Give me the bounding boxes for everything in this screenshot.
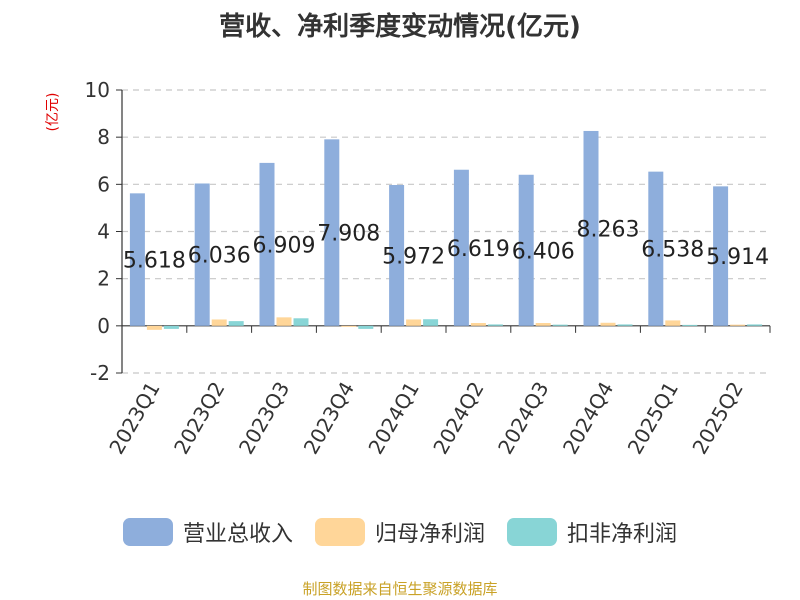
x-tick-label: 2025Q1: [623, 378, 683, 459]
y-tick-label: 10: [85, 78, 110, 102]
bar-0-2023q4: [324, 139, 340, 326]
legend-swatch: [122, 518, 173, 546]
bar-0-2023q2: [194, 183, 210, 326]
data-label: 5.914: [706, 245, 769, 270]
y-tick-label: 0: [97, 314, 110, 338]
bar-2-2023q3: [293, 318, 309, 326]
y-tick-label: 8: [97, 125, 110, 149]
x-tick-label: 2024Q3: [493, 378, 553, 459]
bar-1-2024q1: [406, 319, 422, 326]
bar-1-2024q4: [600, 322, 616, 326]
legend-item[interactable]: 营业总收入: [122, 516, 293, 548]
bar-0-2024q4: [583, 130, 599, 326]
chart-title: 营收、净利季度变动情况(亿元): [219, 12, 581, 42]
x-tick-label: 2023Q3: [234, 378, 294, 459]
bar-2-2023q1: [163, 325, 179, 329]
x-tick-label: 2024Q2: [428, 378, 488, 459]
bar-1-2023q2: [211, 319, 227, 326]
data-label: 8.263: [577, 217, 640, 242]
y-tick-label: 4: [97, 220, 110, 244]
x-tick-label: 2023Q2: [169, 378, 229, 459]
bar-2-2025q2: [747, 324, 763, 326]
data-label: 5.618: [123, 249, 186, 274]
legend-label: 归母净利润: [374, 522, 485, 547]
y-tick-label: -2: [90, 361, 110, 385]
legend-item[interactable]: 扣非净利润: [507, 516, 677, 548]
bar-0-2025q2: [713, 186, 729, 326]
bar-2-2024q4: [617, 324, 633, 326]
source-note: 制图数据来自恒生聚源数据库: [302, 580, 498, 598]
x-tick-label: 2023Q4: [299, 378, 359, 459]
data-label: 7.908: [317, 222, 380, 247]
legend-label: 营业总收入: [182, 522, 293, 547]
x-tick-label: 2025Q2: [687, 378, 747, 459]
legend-swatch: [507, 518, 557, 546]
bar-1-2023q3: [276, 317, 292, 326]
y-tick-label: 2: [97, 267, 110, 291]
x-tick-label: 2024Q1: [363, 378, 423, 459]
bar-0-2023q3: [259, 162, 275, 326]
x-tick-label: 2023Q1: [104, 378, 164, 459]
bar-0-2024q3: [518, 174, 534, 326]
bar-2-2024q2: [487, 324, 503, 326]
legend: 营业总收入 归母净利润 扣非净利润: [0, 516, 800, 548]
bar-2-2025q1: [682, 324, 698, 326]
bar-1-2023q1: [146, 325, 162, 330]
legend-label: 扣非净利润: [567, 522, 678, 547]
bar-0-2023q1: [129, 193, 145, 326]
bar-2-2023q2: [228, 321, 244, 326]
data-label: 5.972: [382, 244, 445, 269]
bar-0-2024q1: [389, 184, 405, 326]
data-label: 6.619: [447, 237, 510, 262]
bar-2-2024q3: [552, 324, 568, 326]
y-tick-label: 6: [97, 172, 110, 196]
x-tick-label: 2024Q4: [558, 378, 618, 459]
bar-1-2024q2: [470, 323, 486, 326]
bar-2-2023q4: [358, 325, 374, 329]
bar-0-2025q1: [648, 171, 664, 326]
data-label: 6.538: [641, 238, 704, 263]
bar-1-2025q1: [665, 320, 681, 326]
bars: [129, 130, 763, 330]
bar-1-2024q3: [535, 323, 551, 326]
data-label: 6.909: [253, 233, 316, 258]
legend-swatch: [314, 518, 365, 546]
bar-1-2025q2: [730, 324, 746, 326]
data-label: 6.036: [188, 244, 251, 269]
bar-1-2023q4: [341, 325, 357, 327]
bar-0-2024q2: [453, 169, 469, 326]
legend-item[interactable]: 归母净利润: [314, 516, 485, 548]
data-label: 6.406: [512, 239, 575, 264]
bar-2-2024q1: [423, 319, 439, 326]
